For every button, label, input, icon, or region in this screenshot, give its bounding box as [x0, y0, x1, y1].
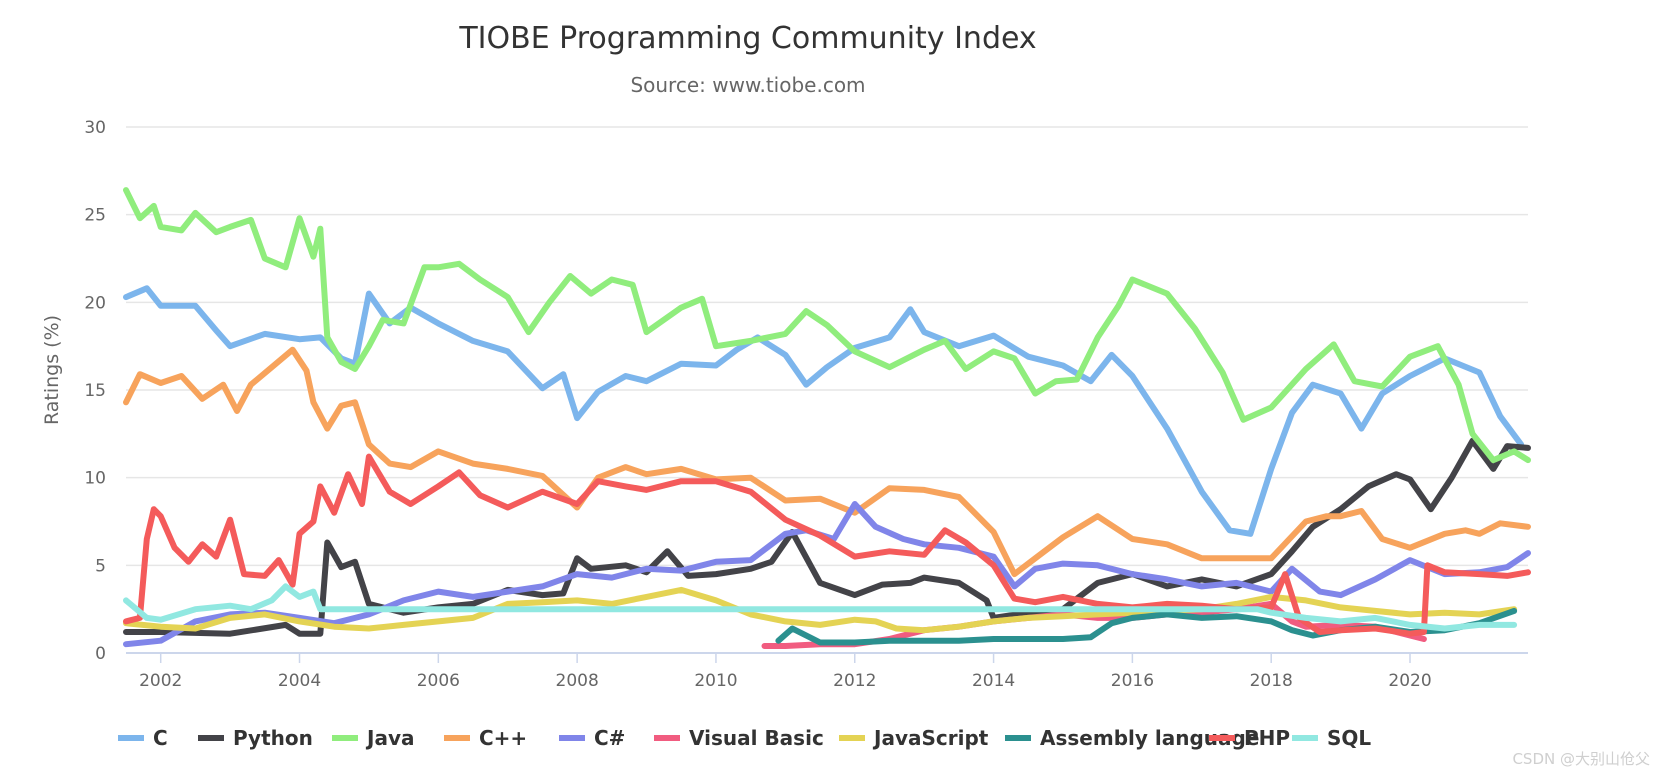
- legend-item-javascript[interactable]: JavaScript: [839, 726, 989, 750]
- series-line-c-: [123, 346, 1531, 578]
- x-tick-label: 2002: [139, 671, 182, 691]
- series-line-sql: [123, 583, 1518, 632]
- legend: C Python Java C++ C# Visual Basic JavaScript As…: [118, 726, 1371, 750]
- x-tick-label: 2014: [972, 671, 1015, 691]
- legend-label: Python: [233, 726, 313, 750]
- y-tick-label: 20: [84, 293, 106, 313]
- series-lines: [123, 187, 1531, 649]
- y-tick-label: 30: [84, 118, 106, 138]
- y-axis-title: Ratings (%): [41, 315, 63, 425]
- watermark: CSDN @大别山伧父: [1512, 750, 1650, 768]
- y-tick-label: 10: [84, 469, 106, 489]
- legend-item-visual-basic[interactable]: Visual Basic: [654, 726, 824, 750]
- legend-label: Visual Basic: [689, 726, 824, 750]
- x-tick-label: 2006: [417, 671, 460, 691]
- legend-item-c-[interactable]: C++: [444, 726, 527, 750]
- series-line-c: [123, 285, 1525, 537]
- legend-label: SQL: [1327, 726, 1371, 750]
- grid-lines: [126, 126, 1528, 654]
- legend-item-c-[interactable]: C#: [559, 726, 625, 750]
- series-line-python: [123, 437, 1531, 637]
- series-line-php: [123, 453, 1531, 637]
- legend-item-python[interactable]: Python: [198, 726, 313, 750]
- x-axis-ticks: 2002 2004 2006 2008 2010 2012 2014 2016 2018 2020: [139, 653, 1432, 691]
- legend-label: Java: [365, 726, 414, 750]
- y-tick-label: 0: [95, 644, 106, 664]
- legend-item-php[interactable]: PHP: [1209, 726, 1290, 750]
- y-tick-label: 25: [84, 206, 106, 226]
- legend-item-c[interactable]: C: [118, 726, 168, 750]
- y-tick-label: 5: [95, 556, 106, 576]
- chart-subtitle: Source: www.tiobe.com: [630, 73, 865, 97]
- x-tick-label: 2012: [833, 671, 876, 691]
- legend-label: PHP: [1244, 726, 1290, 750]
- x-tick-label: 2020: [1388, 671, 1431, 691]
- x-tick-label: 2004: [278, 671, 321, 691]
- legend-label: C#: [594, 726, 625, 750]
- x-tick-label: 2018: [1250, 671, 1293, 691]
- x-tick-label: 2016: [1111, 671, 1154, 691]
- chart-title: TIOBE Programming Community Index: [458, 21, 1036, 56]
- legend-item-java[interactable]: Java: [332, 726, 414, 750]
- y-tick-label: 15: [84, 381, 106, 401]
- legend-item-sql[interactable]: SQL: [1292, 726, 1371, 750]
- series-line-java: [123, 187, 1531, 464]
- x-tick-label: 2010: [694, 671, 737, 691]
- legend-label: C: [153, 726, 168, 750]
- legend-label: C++: [479, 726, 527, 750]
- x-tick-label: 2008: [556, 671, 599, 691]
- y-axis-ticks: 0 5 10 15 20 25 30: [84, 118, 106, 664]
- legend-label: JavaScript: [872, 726, 989, 750]
